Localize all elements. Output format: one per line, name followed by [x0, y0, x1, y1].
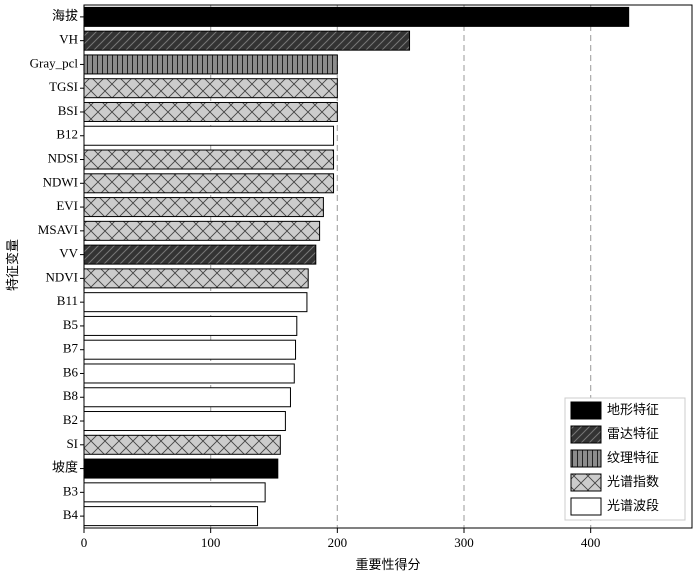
y-tick-label: EVI [56, 198, 78, 213]
legend-label: 光谱波段 [607, 498, 659, 513]
x-axis-label: 重要性得分 [355, 557, 420, 572]
legend-label: 雷达特征 [607, 426, 659, 441]
bar [83, 6, 630, 27]
y-tick-label: B3 [63, 483, 78, 498]
legend-swatch [570, 497, 602, 516]
bar [83, 387, 291, 408]
bar [83, 101, 338, 122]
bar [83, 125, 335, 146]
x-tick-label: 0 [81, 535, 88, 550]
bar [83, 78, 338, 99]
y-tick-label: B7 [63, 341, 79, 356]
y-tick-label: B12 [56, 127, 78, 142]
bar [83, 173, 335, 194]
x-tick-label: 300 [454, 535, 474, 550]
legend-label: 纹理特征 [607, 450, 659, 465]
bar [83, 506, 259, 527]
y-tick-label: NDVI [46, 269, 79, 284]
legend-label: 地形特征 [607, 402, 659, 417]
y-tick-label: TGSI [49, 79, 78, 94]
y-tick-label: 坡度 [52, 460, 78, 475]
y-tick-label: B4 [63, 507, 79, 522]
legend-swatch [570, 401, 602, 420]
y-tick-label: NDSI [48, 151, 78, 166]
bar [83, 268, 309, 289]
y-tick-label: B11 [57, 293, 78, 308]
y-tick-label: NDWI [43, 174, 78, 189]
y-tick-label: BSI [58, 103, 78, 118]
y-tick-label: B2 [63, 412, 78, 427]
bar [83, 363, 295, 384]
y-tick-label: B8 [63, 388, 78, 403]
y-tick-label: 海拔 [52, 8, 78, 23]
y-tick-label: Gray_pcl [30, 55, 79, 70]
bar [83, 292, 308, 313]
legend-swatch [570, 425, 602, 444]
legend-swatch [570, 449, 602, 468]
plot-frame [83, 4, 693, 529]
bar [83, 30, 411, 51]
bar [83, 434, 281, 455]
bar [83, 458, 279, 479]
y-tick-label: SI [66, 436, 78, 451]
y-axis-label: 特征变量 [5, 239, 20, 291]
y-tick-label: VV [59, 246, 78, 261]
bar [83, 220, 321, 241]
x-tick-label: 100 [201, 535, 221, 550]
x-tick-label: 400 [581, 535, 601, 550]
bar [83, 149, 335, 170]
bar [83, 339, 297, 360]
bar [83, 197, 324, 218]
legend-label: 光谱指数 [607, 474, 659, 489]
bar [83, 54, 338, 75]
bar [83, 315, 298, 336]
y-tick-label: B5 [63, 317, 78, 332]
bar [83, 244, 317, 265]
bar [83, 482, 266, 503]
x-tick-label: 200 [328, 535, 348, 550]
y-tick-label: B6 [63, 364, 79, 379]
y-tick-label: VH [59, 32, 78, 47]
bar [83, 411, 286, 432]
legend-swatch [570, 473, 602, 492]
y-tick-label: MSAVI [38, 222, 78, 237]
